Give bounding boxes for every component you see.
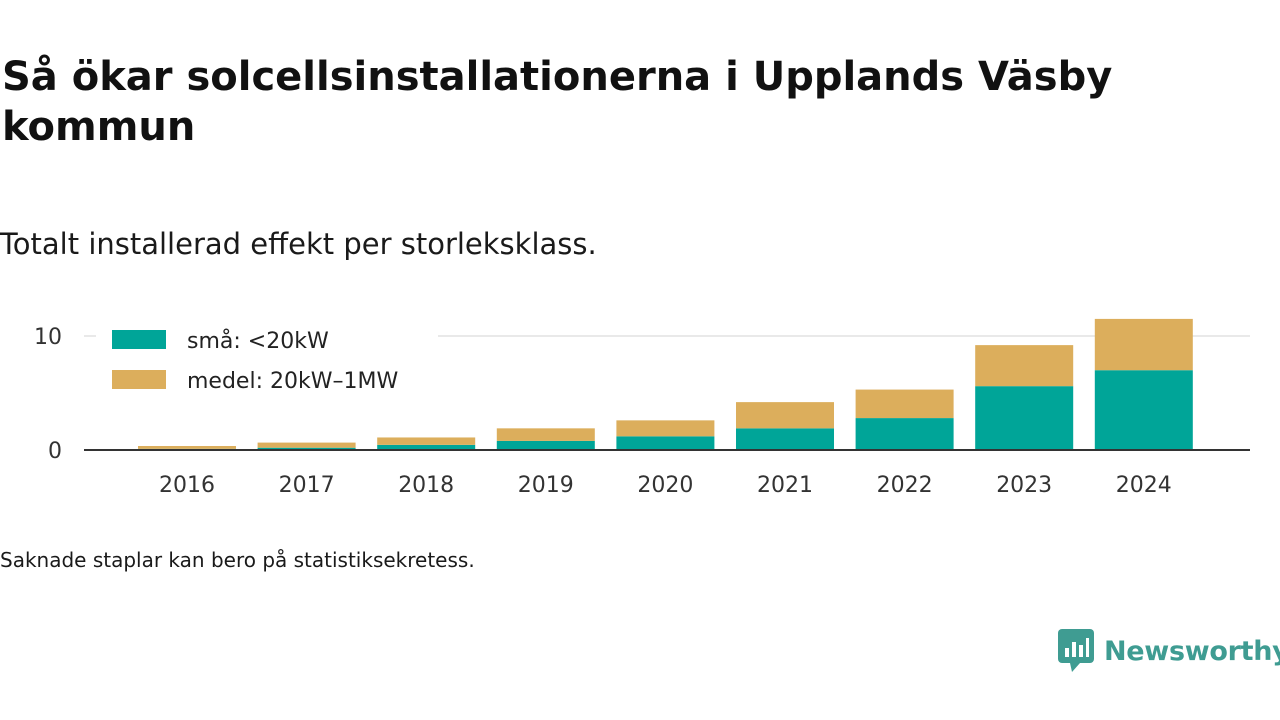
bar-2019-series-2	[496, 428, 595, 441]
x-tick-label: 2024	[1116, 473, 1172, 498]
bar-2021-series-1	[736, 428, 834, 450]
bar-2018-series-2	[377, 437, 476, 445]
bar-2016-series-2	[138, 446, 236, 449]
legend: små: <20kW medel: 20kW–1MW	[96, 324, 438, 402]
bar-2018-series-1	[377, 444, 476, 450]
x-tick-label: 2023	[996, 473, 1052, 498]
y-tick-label: 10	[34, 325, 62, 350]
brand-logo: Newsworthy	[1058, 628, 1280, 674]
bar-2023-series-2	[975, 345, 1074, 387]
x-tick-label: 2022	[877, 473, 933, 498]
bar-2024-series-1	[1094, 370, 1193, 450]
brand-name: Newsworthy	[1104, 635, 1280, 667]
bar-2023-series-1	[975, 386, 1074, 450]
chart-subtitle: Totalt installerad effekt per storlekskl…	[0, 227, 597, 261]
x-tick-label: 2019	[518, 473, 574, 498]
bar-2024-series-2	[1094, 318, 1193, 371]
chart-title: Så ökar solcellsinstallationerna i Uppla…	[2, 54, 1113, 150]
x-tick-label: 2021	[757, 473, 813, 498]
y-axis: 0 10	[34, 325, 62, 464]
bar-2017-series-2	[257, 442, 356, 448]
stacked-bar-chart: 2016 2017 2018 2019 2020 2021 2022 2023 2024 0 10…	[34, 318, 1250, 498]
legend-swatch	[112, 370, 166, 389]
footnote: Saknade staplar kan bero på statistiksek…	[0, 548, 475, 572]
y-tick-label: 0	[48, 439, 62, 464]
bar-2022-series-1	[855, 418, 954, 450]
x-tick-label: 2018	[398, 473, 454, 498]
x-tick-label: 2017	[279, 473, 335, 498]
legend-swatch	[112, 330, 166, 349]
x-axis: 2016 2017 2018 2019 2020 2021 2022 2023 2024	[84, 449, 1250, 498]
legend-label: medel: 20kW–1MW	[187, 369, 398, 394]
bar-2020-series-2	[616, 420, 715, 437]
legend-label: små: <20kW	[187, 328, 329, 354]
x-tick-label: 2016	[159, 473, 215, 498]
bar-2019-series-1	[496, 440, 595, 450]
newsworthy-logo-icon	[1058, 629, 1094, 672]
x-tick-label: 2020	[637, 473, 693, 498]
bar-2021-series-2	[736, 402, 834, 429]
bar-2022-series-2	[855, 389, 954, 419]
bars	[138, 318, 1193, 450]
bar-2017-series-1	[257, 447, 356, 450]
bar-2020-series-1	[616, 436, 715, 450]
